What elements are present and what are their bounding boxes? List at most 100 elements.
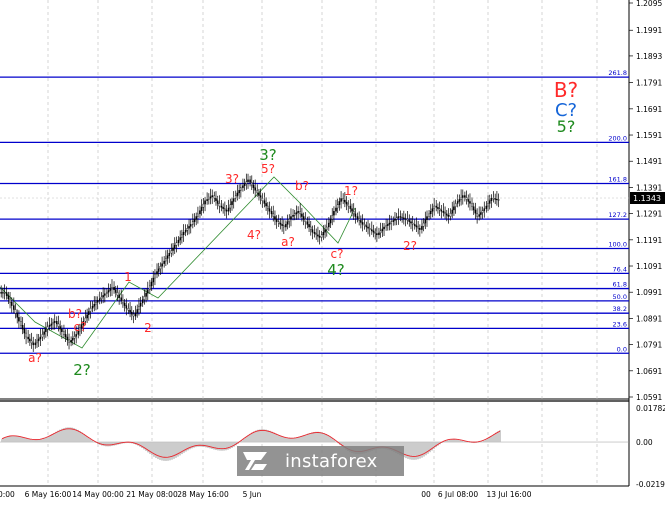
candle-body — [432, 209, 433, 212]
candle-body — [443, 211, 444, 212]
candle-body — [164, 261, 165, 264]
candle-body — [396, 218, 397, 219]
candle-body — [4, 292, 5, 293]
candle-body — [137, 310, 138, 313]
candle-body — [61, 329, 62, 332]
candle-body — [468, 199, 469, 201]
candle-body — [215, 198, 216, 201]
candle-body — [138, 306, 139, 309]
candle-body — [471, 203, 472, 206]
wave-label: 5? — [261, 162, 275, 176]
candle-body — [407, 219, 408, 220]
candle-body — [156, 272, 157, 275]
candle-body — [262, 198, 263, 201]
candle-body — [103, 295, 104, 297]
candle-body — [90, 308, 91, 311]
candle-body — [496, 199, 497, 200]
candle-body — [339, 201, 340, 204]
candle-body — [491, 198, 492, 201]
candle-body — [371, 230, 372, 231]
candle-body — [228, 208, 229, 211]
osc-label: 0.01782 — [636, 404, 665, 413]
candle-body — [196, 217, 197, 220]
fib-label: 50.0 — [613, 293, 627, 301]
candle-body — [217, 201, 218, 204]
wave-label: a? — [28, 351, 42, 365]
price-label: 1.1691 — [636, 105, 662, 114]
candle-body — [249, 180, 250, 183]
candle-body — [280, 223, 281, 224]
candle-body — [154, 274, 155, 278]
candle-body — [273, 214, 274, 217]
candle-body — [185, 230, 186, 232]
candle-body — [287, 222, 288, 225]
candle-body — [310, 227, 311, 230]
candle-body — [67, 337, 68, 340]
fib-label: 61.8 — [613, 281, 627, 289]
candle-body — [380, 231, 381, 233]
candle-body — [446, 214, 447, 215]
candle-body — [343, 198, 344, 200]
candle-body — [436, 206, 437, 207]
candle-body — [158, 269, 159, 272]
candle-body — [28, 337, 29, 339]
fib-label: 0.0 — [617, 345, 627, 353]
candle-body — [301, 214, 302, 217]
time-label: 6 Jul 08:00 — [438, 490, 478, 499]
time-label: 00 — [421, 490, 431, 499]
candle-body — [264, 201, 265, 204]
candle-body — [68, 340, 69, 343]
time-label: 14 May 00:00 — [72, 490, 124, 499]
candle-body — [151, 282, 152, 286]
watermark-text: instaforex — [285, 451, 378, 472]
candle-body — [398, 217, 399, 218]
candle-body — [300, 211, 301, 214]
candle-body — [312, 230, 313, 233]
candle-body — [373, 231, 374, 232]
candle-body — [194, 219, 195, 222]
candle-body — [145, 293, 146, 296]
candle-body — [144, 296, 145, 299]
candle-body — [124, 303, 125, 306]
candle-body — [178, 240, 179, 243]
price-label: 1.1791 — [636, 79, 662, 88]
candle-body — [337, 205, 338, 208]
candle-body — [348, 204, 349, 206]
candle-body — [242, 186, 243, 188]
candle-body — [303, 217, 304, 220]
candle-body — [92, 306, 93, 308]
candle-body — [434, 206, 435, 209]
candle-body — [405, 218, 406, 219]
fib-label: 161.8 — [608, 175, 627, 183]
candle-body — [24, 329, 25, 333]
candle-body — [11, 302, 12, 305]
candle-body — [441, 210, 442, 211]
wave-label: 5? — [557, 117, 576, 136]
candle-body — [40, 337, 41, 339]
price-label: 1.0691 — [636, 367, 662, 376]
candle-body — [197, 214, 198, 217]
candle-body — [307, 222, 308, 225]
candle-body — [56, 321, 57, 324]
wave-label: c? — [331, 247, 344, 261]
osc-label: -0.02198 — [636, 480, 665, 489]
candle-body — [457, 201, 458, 203]
candle-body — [419, 228, 420, 229]
candle-body — [147, 290, 148, 293]
time-label: 21 May 08:00 — [126, 490, 178, 499]
candle-body — [74, 336, 75, 338]
candle-body — [276, 219, 277, 222]
wave-label: b? — [295, 179, 309, 193]
candle-body — [489, 201, 490, 204]
candle-body — [294, 214, 295, 215]
candle-body — [244, 184, 245, 186]
candle-body — [94, 304, 95, 306]
candle-body — [319, 236, 320, 237]
candle-body — [477, 213, 478, 216]
candle-body — [453, 207, 454, 210]
time-label: 00:00 — [0, 490, 15, 499]
fib-label: 38.2 — [613, 305, 627, 313]
candle-body — [425, 220, 426, 223]
candle-body — [201, 207, 202, 210]
